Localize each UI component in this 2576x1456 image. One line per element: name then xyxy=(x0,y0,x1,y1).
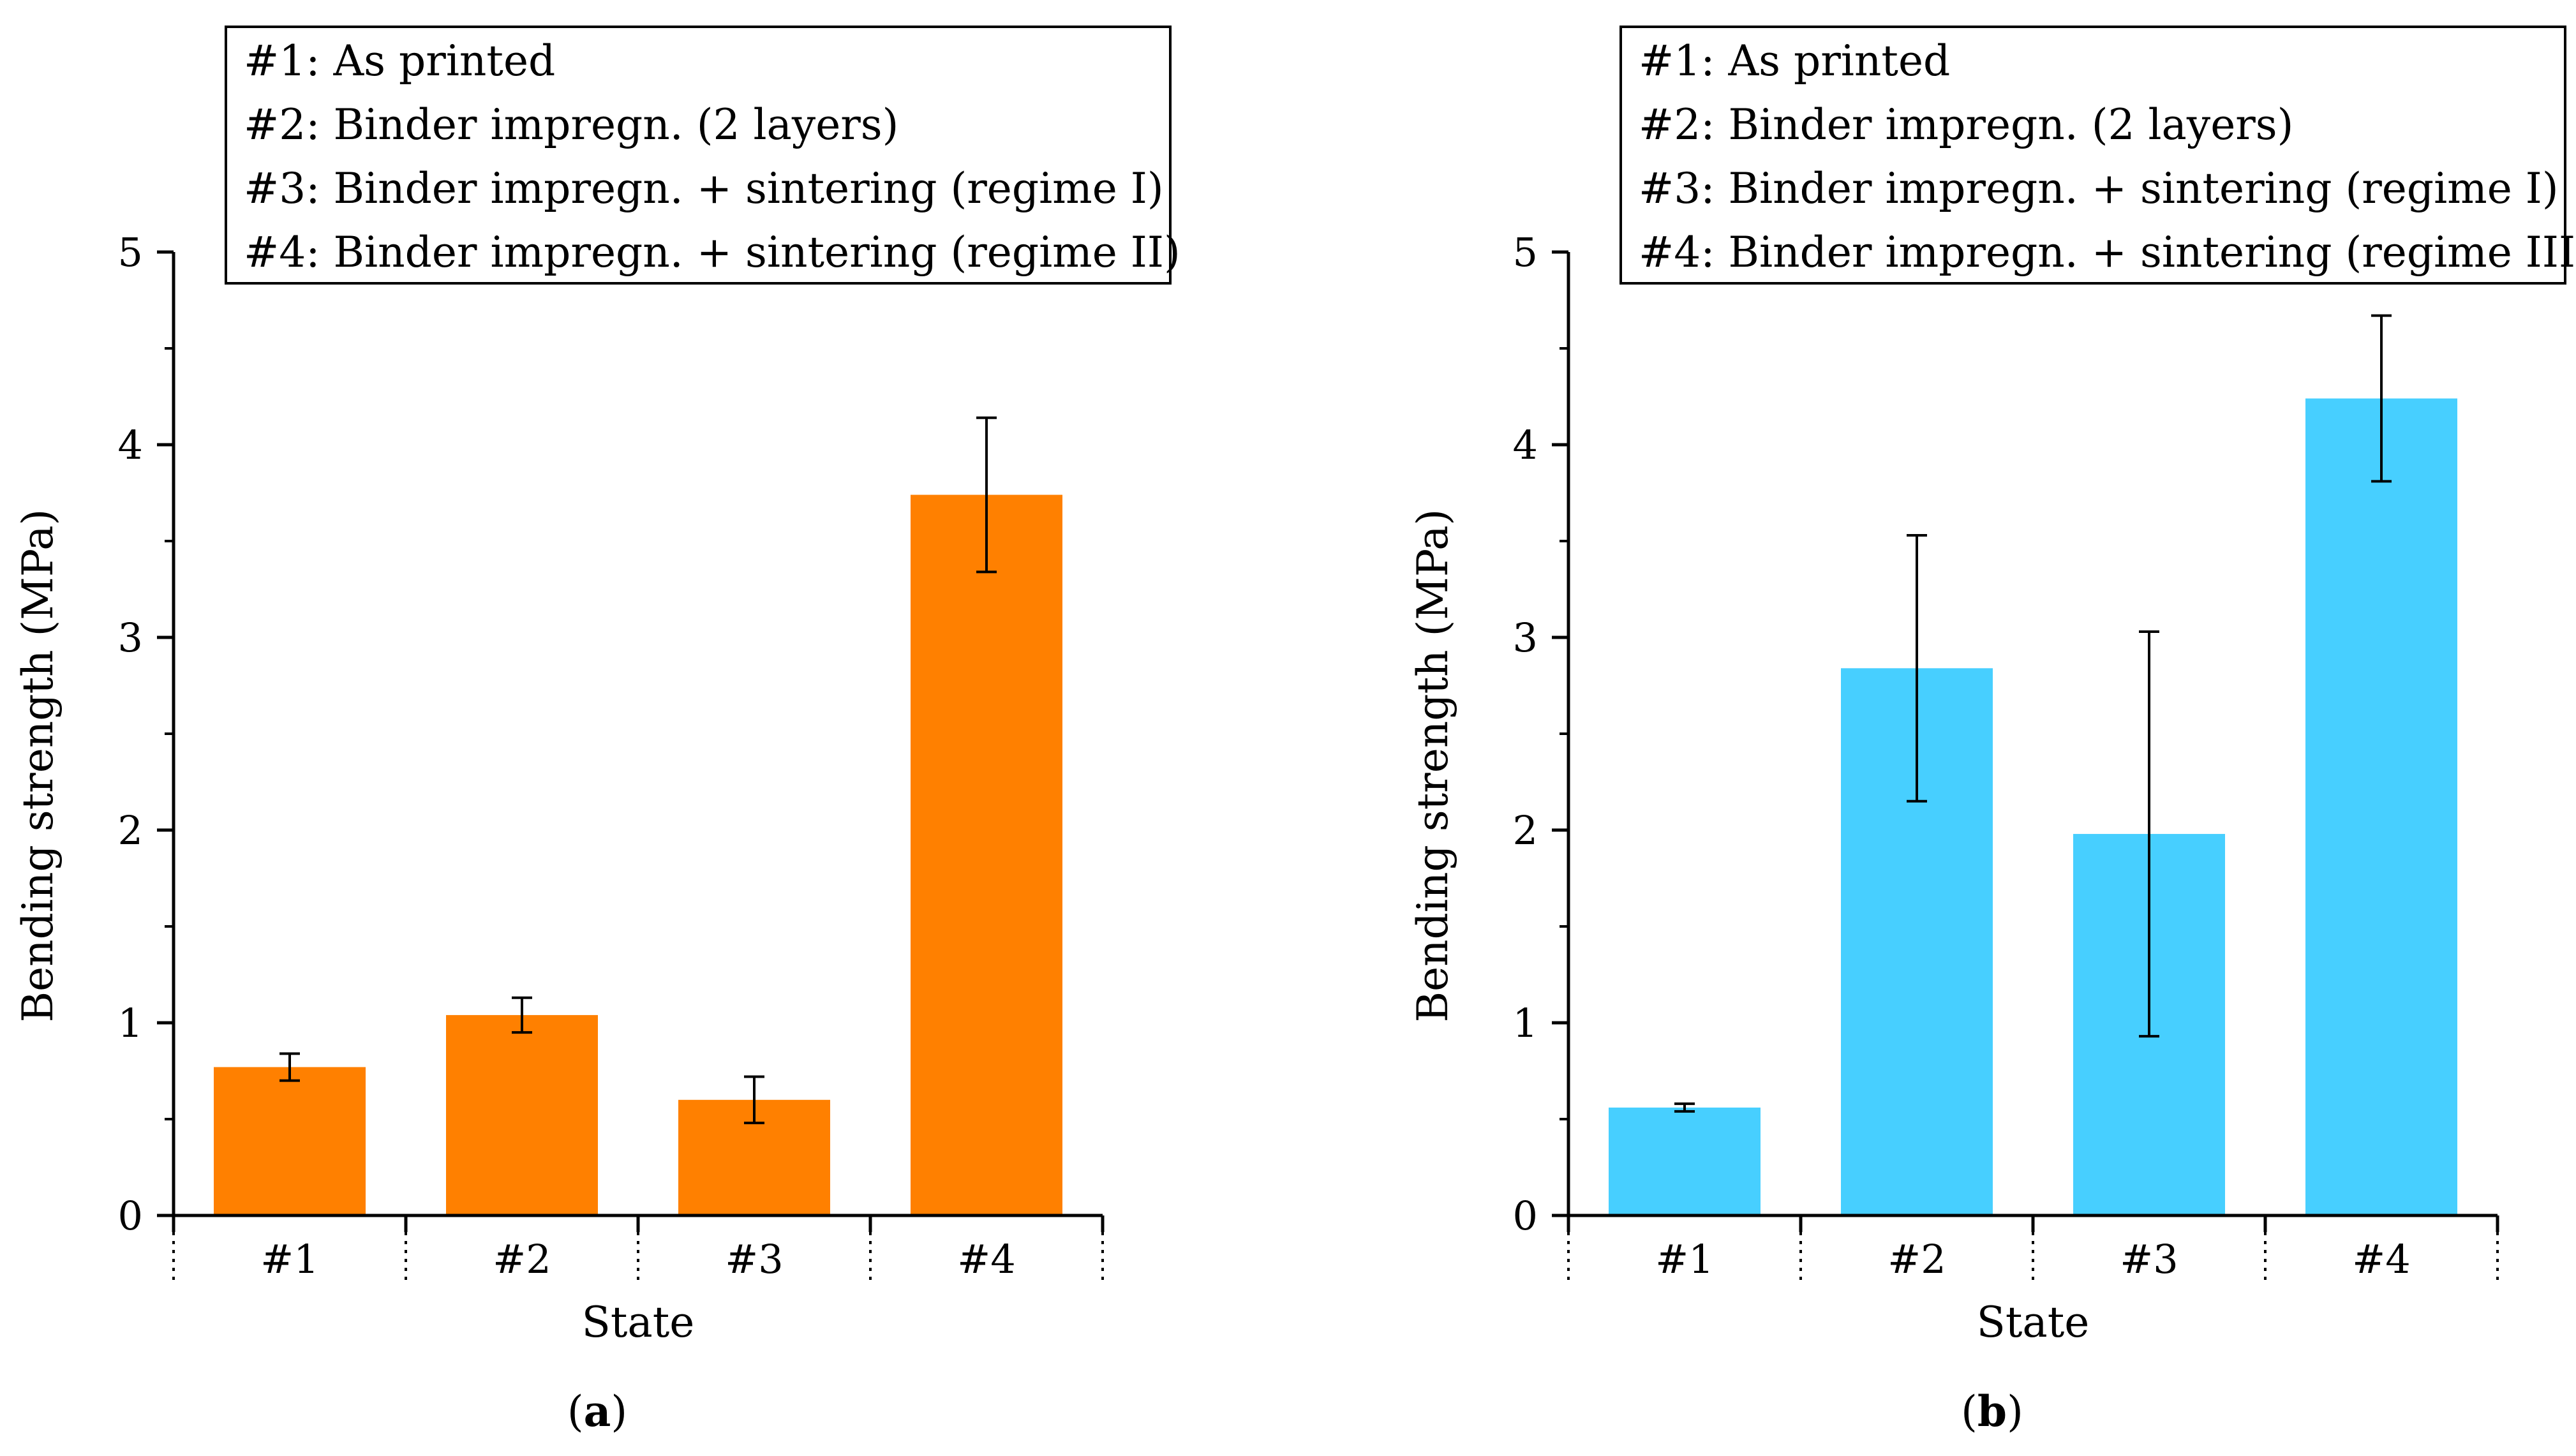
y-tick-label: 0 xyxy=(118,1192,143,1239)
legend-entry: #1: As printed xyxy=(244,36,555,85)
y-tick-label: 2 xyxy=(1513,807,1538,854)
bar-state-1 xyxy=(214,1067,366,1215)
y-axis-title: Bending strength (MPa) xyxy=(13,509,63,1023)
x-axis-title: State xyxy=(1977,1298,2090,1347)
y-tick-label: 2 xyxy=(118,807,143,854)
legend-box xyxy=(1619,26,2566,285)
chart-panel-b: 0 1 2 3 4 5 #1 #2 #3 #4 State Bending strength (MPa… xyxy=(1408,26,2576,1436)
x-tick-label: #4 xyxy=(957,1236,1015,1282)
caption-close-paren: ) xyxy=(2007,1387,2023,1436)
chart-panel-a: 0 1 2 3 4 5 #1 #2 #3 #4 State Bending strength (MPa… xyxy=(13,26,1180,1436)
x-tick-label: #3 xyxy=(2120,1236,2178,1282)
panel-caption: (a) xyxy=(567,1386,627,1436)
caption-open-paren: ( xyxy=(567,1387,584,1436)
bar-state-2 xyxy=(446,1014,598,1215)
legend-box xyxy=(225,26,1172,285)
panel-caption: (b) xyxy=(1961,1386,2023,1436)
y-tick-label: 3 xyxy=(118,614,143,661)
x-tick-label: #2 xyxy=(493,1236,551,1282)
x-tick-label: #4 xyxy=(2352,1236,2410,1282)
x-axis-title: State xyxy=(582,1298,695,1347)
legend-entry: #1: As printed xyxy=(1639,36,1950,85)
x-tick-label: #1 xyxy=(1655,1236,1713,1282)
caption-letter: a xyxy=(584,1386,611,1436)
bar-state-4 xyxy=(2305,398,2457,1215)
y-tick-label: 1 xyxy=(118,1000,143,1046)
y-tick-label: 0 xyxy=(1513,1192,1538,1239)
legend-entry: #2: Binder impregn. (2 layers) xyxy=(244,100,898,149)
y-tick-label: 5 xyxy=(118,229,143,276)
y-axis-title: Bending strength (MPa) xyxy=(1408,509,1457,1023)
bar-state-4 xyxy=(911,494,1062,1215)
bar-state-1 xyxy=(1609,1107,1761,1215)
caption-letter: b xyxy=(1977,1386,2007,1436)
legend-entry: #4: Binder impregn. + sintering (regime … xyxy=(1639,228,2576,277)
x-tick-label: #3 xyxy=(725,1236,783,1282)
legend: #1: As printed #2: Binder impregn. (2 lay… xyxy=(225,26,1180,285)
legend-entry: #3: Binder impregn. + sintering (regime … xyxy=(1639,164,2559,213)
caption-close-paren: ) xyxy=(611,1387,627,1436)
caption-open-paren: ( xyxy=(1961,1387,1977,1436)
y-tick-label: 4 xyxy=(118,422,143,468)
legend: #1: As printed #2: Binder impregn. (2 lay… xyxy=(1619,26,2576,285)
y-tick-label: 5 xyxy=(1513,229,1538,276)
legend-entry: #3: Binder impregn. + sintering (regime … xyxy=(244,164,1164,213)
legend-entry: #2: Binder impregn. (2 layers) xyxy=(1639,100,2293,149)
x-tick-label: #1 xyxy=(260,1236,318,1282)
y-tick-label: 1 xyxy=(1513,1000,1538,1046)
y-tick-label: 3 xyxy=(1513,614,1538,661)
y-tick-label: 4 xyxy=(1513,422,1538,468)
x-tick-label: #2 xyxy=(1887,1236,1946,1282)
legend-entry: #4: Binder impregn. + sintering (regime … xyxy=(244,228,1180,277)
